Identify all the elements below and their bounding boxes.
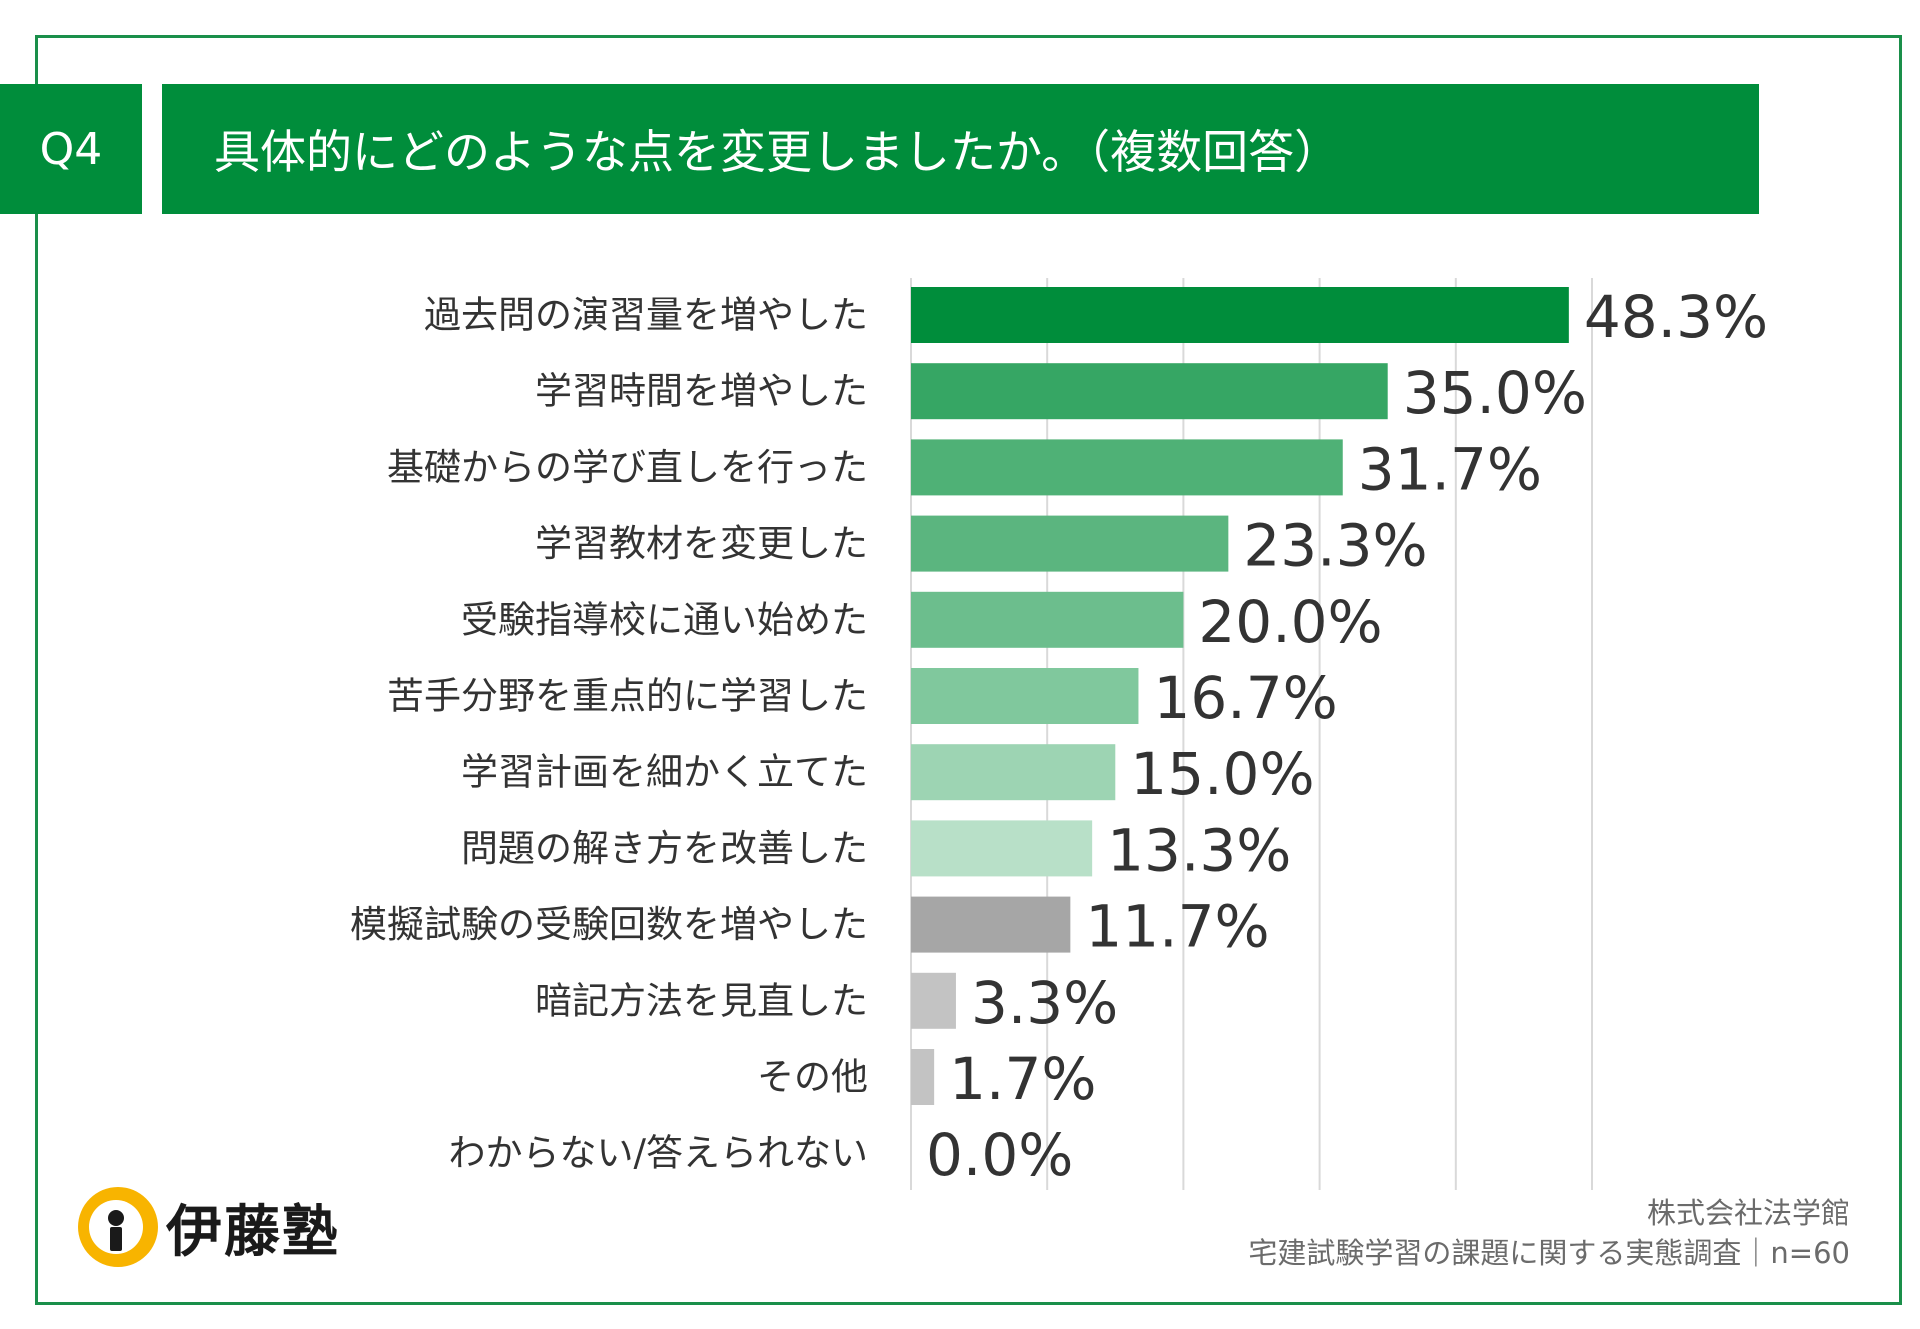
bar [911, 972, 956, 1029]
category-label: 学習計画を細かく立てた [461, 751, 868, 794]
bar [911, 439, 1343, 496]
keyhole-logo-icon [78, 1187, 158, 1267]
bar [911, 744, 1116, 801]
category-label: わからない/答えられない [449, 1132, 868, 1175]
value-label: 35.0% [1403, 359, 1587, 427]
value-label: 48.3% [1584, 283, 1768, 351]
category-label: その他 [757, 1056, 868, 1099]
question-title: 具体的にどのような点を変更しましたか。（複数回答） [214, 125, 1341, 179]
category-label: 学習時間を増やした [535, 370, 868, 413]
bar [911, 287, 1569, 343]
footer-survey: 宅建試験学習の課題に関する実態調査｜n=60 [1248, 1236, 1850, 1270]
category-label: 過去問の演習量を増やした [424, 294, 868, 337]
value-label: 20.0% [1198, 588, 1382, 656]
question-title-bar: 具体的にどのような点を変更しましたか。（複数回答） [162, 84, 1759, 214]
category-label: 苦手分野を重点的に学習した [387, 675, 868, 718]
value-label: 31.7% [1358, 435, 1542, 503]
value-label: 16.7% [1153, 664, 1337, 732]
bar [911, 820, 1093, 877]
category-label: 問題の解き方を改善した [461, 827, 868, 870]
value-label: 13.3% [1107, 816, 1291, 884]
category-label: 暗記方法を見直した [535, 979, 868, 1022]
bar [911, 896, 1071, 953]
value-label: 11.7% [1085, 893, 1269, 961]
footer-company: 株式会社法学館 [1646, 1196, 1850, 1230]
bar [911, 668, 1139, 724]
category-label: 基礎からの学び直しを行った [387, 446, 868, 489]
bar [911, 515, 1229, 572]
footer-credit: 株式会社法学館 宅建試験学習の課題に関する実態調査｜n=60 [1248, 1193, 1850, 1273]
question-number-badge: Q4 [0, 84, 142, 214]
logo-text: 伊藤塾 [166, 1199, 340, 1265]
bar [911, 363, 1388, 420]
itojuku-logo: 伊藤塾 [76, 1185, 340, 1269]
category-label: 学習教材を変更した [535, 522, 868, 565]
category-labels: 過去問の演習量を増やした学習時間を増やした基礎からの学び直しを行った学習教材を変… [350, 294, 868, 1175]
gridlines [910, 278, 1593, 1190]
value-label: 0.0% [926, 1121, 1073, 1189]
bar [911, 591, 1184, 648]
category-label: 受験指導校に通い始めた [461, 598, 868, 641]
outer-frame [35, 35, 1902, 1305]
value-label: 15.0% [1130, 740, 1314, 808]
value-label: 1.7% [949, 1045, 1096, 1113]
value-label: 23.3% [1243, 512, 1427, 580]
bar [911, 1049, 935, 1105]
bars [911, 287, 1569, 1105]
category-label: 模擬試験の受験回数を増やした [350, 903, 868, 946]
value-label: 3.3% [971, 969, 1118, 1037]
value-labels: 48.3% 35.0% 31.7% 23.3% 20.0% 16.7% 15.0% 13.3%… [926, 283, 1768, 1189]
question-number: Q4 [39, 123, 103, 175]
